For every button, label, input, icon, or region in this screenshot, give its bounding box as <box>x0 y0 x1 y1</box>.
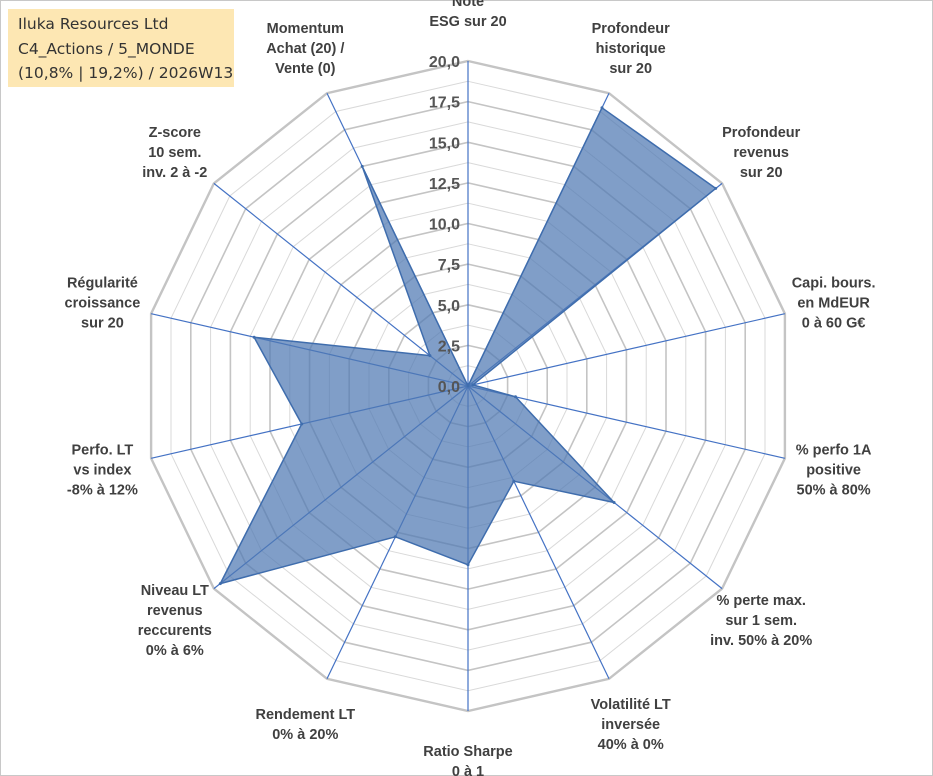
data-point <box>600 106 604 110</box>
axis-spoke <box>467 313 786 387</box>
company-name: Iluka Resources Ltd <box>18 15 169 33</box>
axis-label: Momentum Achat (20) / Vente (0) <box>266 21 344 77</box>
data-point <box>300 422 304 426</box>
axis-label: % perfo 1A positive 50% à 80% <box>796 442 872 498</box>
tick-label: 10,0 <box>429 217 460 234</box>
tick-label: 2,5 <box>438 338 460 355</box>
data-point <box>252 335 256 339</box>
axis-label: % perte max. sur 1 sem. inv. 50% à 20% <box>710 593 812 649</box>
tick-label: 7,5 <box>438 257 460 274</box>
data-point <box>514 395 517 399</box>
category-label: C4_Actions / 5_MONDE <box>18 39 195 58</box>
tick-label: 12,5 <box>429 176 460 193</box>
axis-label: Note ESG sur 20 <box>429 0 506 30</box>
axis-label: Capi. bours. en MdEUR 0 à 60 G€ <box>792 276 876 332</box>
axis-label: Ratio Sharpe 0 à 1 <box>423 744 512 776</box>
tick-label: 15,0 <box>429 135 460 152</box>
data-point <box>393 535 397 539</box>
data-point <box>466 563 470 567</box>
axis-label: Z-score 10 sem. inv. 2 à -2 <box>142 125 207 181</box>
data-point <box>471 383 475 387</box>
tick-label: 5,0 <box>438 298 460 315</box>
axis-label: Niveau LT revenus reccurents 0% à 6% <box>138 583 212 659</box>
axis-label: Profondeur revenus sur 20 <box>722 125 800 181</box>
axis-label: Perfo. LT vs index -8% à 12% <box>67 442 138 498</box>
info-box: Iluka Resources Ltd C4_Actions / 5_MONDE… <box>8 9 234 87</box>
data-point <box>428 354 432 358</box>
tick-label: 17,5 <box>429 95 460 112</box>
data-point <box>466 384 470 388</box>
tick-label: 0,0 <box>438 379 460 396</box>
data-point <box>714 186 718 190</box>
tick-label: 20,0 <box>429 54 460 71</box>
axis-label: Volatilité LT inversée 40% à 0% <box>591 697 671 753</box>
axis-label: Profondeur historique sur 20 <box>592 21 670 77</box>
axis-label: Rendement LT 0% à 20% <box>255 707 355 743</box>
axis-spoke <box>213 182 469 387</box>
data-point <box>512 479 516 483</box>
data-point <box>360 164 364 168</box>
stats-label: (10,8% | 19,2%) / 2026W13 <box>18 64 234 82</box>
axis-spoke <box>467 385 786 459</box>
axis-label: Régularité croissance sur 20 <box>65 276 141 332</box>
data-point <box>612 501 616 504</box>
data-point <box>218 582 222 586</box>
